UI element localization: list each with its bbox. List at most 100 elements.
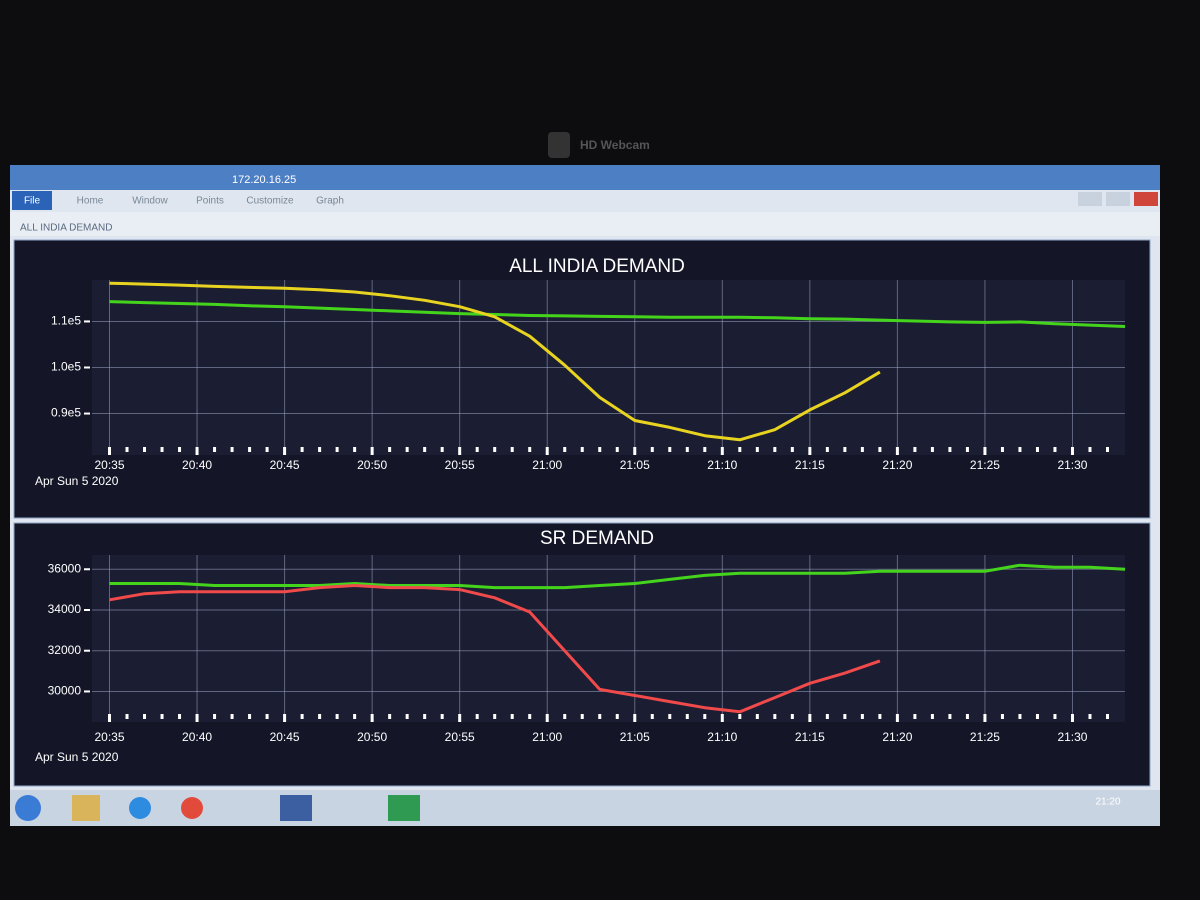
y-tick-label: 30000 — [48, 684, 82, 698]
minor-tick — [1035, 447, 1039, 452]
minor-tick — [738, 447, 742, 452]
x-tick-label: 21:20 — [882, 458, 912, 472]
minor-tick — [1070, 447, 1074, 455]
taskbar-icon[interactable] — [388, 795, 420, 821]
minor-tick — [580, 714, 584, 719]
minor-tick — [1000, 447, 1004, 452]
webcam-icon — [548, 132, 570, 158]
minor-tick — [528, 447, 532, 452]
minor-tick — [580, 447, 584, 452]
x-tick-label: 20:55 — [445, 458, 475, 472]
minor-tick — [300, 714, 304, 719]
minor-tick — [1018, 714, 1022, 719]
x-tick-label: 20:45 — [270, 458, 300, 472]
minor-tick — [440, 714, 444, 719]
x-tick-label: 21:00 — [532, 458, 562, 472]
y-tick-label: 34000 — [48, 602, 82, 616]
minor-tick — [843, 447, 847, 452]
minimize-button[interactable] — [1078, 192, 1102, 206]
taskbar-icon[interactable] — [129, 797, 151, 819]
tab-label[interactable]: ALL INDIA DEMAND — [20, 223, 112, 234]
minor-tick — [878, 714, 882, 719]
tab-strip — [10, 212, 1160, 236]
minor-tick — [720, 714, 724, 722]
minor-tick — [790, 447, 794, 452]
minor-tick — [598, 447, 602, 452]
minor-tick — [388, 447, 392, 452]
minor-tick — [633, 447, 637, 455]
minor-tick — [178, 447, 182, 452]
minor-tick — [388, 714, 392, 719]
x-tick-label: 21:05 — [620, 730, 650, 744]
y-tick-label: 1.1e5 — [51, 314, 81, 328]
minor-tick — [650, 447, 654, 452]
y-tick-label: 32000 — [48, 643, 82, 657]
x-tick-label: 21:30 — [1057, 458, 1087, 472]
x-tick-label: 21:15 — [795, 458, 825, 472]
webcam-label: HD Webcam — [580, 138, 650, 152]
menu-item[interactable]: Points — [196, 196, 224, 207]
minor-tick — [300, 447, 304, 452]
minor-tick — [1070, 714, 1074, 722]
minor-tick — [265, 714, 269, 719]
minor-tick — [213, 447, 217, 452]
minor-tick — [108, 714, 112, 722]
minor-tick — [703, 714, 707, 719]
minor-tick — [160, 714, 164, 719]
minor-tick — [125, 447, 129, 452]
menu-item[interactable]: Window — [132, 196, 168, 207]
minor-tick — [195, 714, 199, 722]
minor-tick — [230, 714, 234, 719]
minor-tick — [1088, 447, 1092, 452]
x-tick-label: 20:35 — [94, 730, 124, 744]
minor-tick — [143, 714, 147, 719]
minor-tick — [248, 714, 252, 719]
series-line — [109, 563, 1126, 590]
minor-tick — [615, 447, 619, 452]
minor-tick — [720, 447, 724, 455]
minor-tick — [843, 714, 847, 719]
x-tick-label: 21:25 — [970, 730, 1000, 744]
menu-item[interactable]: Graph — [316, 196, 344, 207]
minor-tick — [475, 714, 479, 719]
taskbar-icon[interactable] — [280, 795, 312, 821]
x-tick-label: 21:05 — [620, 458, 650, 472]
minor-tick — [283, 447, 287, 455]
minor-tick — [1105, 447, 1109, 452]
minor-tick — [563, 447, 567, 452]
minor-tick — [493, 714, 497, 719]
minor-tick — [283, 714, 287, 722]
minor-tick — [825, 447, 829, 452]
minor-tick — [895, 447, 899, 455]
y-tick-label: 1.0e5 — [51, 360, 81, 374]
close-button[interactable] — [1134, 192, 1158, 206]
minor-tick — [545, 447, 549, 455]
minor-tick — [493, 447, 497, 452]
taskbar-time: 21:20 — [1095, 797, 1120, 808]
start-button[interactable] — [15, 795, 41, 821]
minor-tick — [213, 714, 217, 719]
maximize-button[interactable] — [1106, 192, 1130, 206]
x-tick-label: 20:40 — [182, 458, 212, 472]
minor-tick — [825, 714, 829, 719]
minor-tick — [335, 447, 339, 452]
taskbar-icon[interactable] — [181, 797, 203, 819]
minor-tick — [230, 447, 234, 452]
minor-tick — [1035, 714, 1039, 719]
minor-tick — [633, 714, 637, 722]
series-line — [109, 584, 881, 714]
menu-item[interactable]: Customize — [246, 196, 294, 207]
minor-tick — [860, 714, 864, 719]
y-tick-label: 0.9e5 — [51, 406, 81, 420]
minor-tick — [353, 714, 357, 719]
minor-tick — [755, 714, 759, 719]
x-tick-label: 20:50 — [357, 730, 387, 744]
minor-tick — [1053, 714, 1057, 719]
menu-item[interactable]: File — [24, 196, 41, 207]
x-tick-label: 21:00 — [532, 730, 562, 744]
minor-tick — [125, 714, 129, 719]
minor-tick — [318, 714, 322, 719]
menu-file-button[interactable] — [12, 191, 52, 210]
menu-item[interactable]: Home — [77, 196, 104, 207]
taskbar-icon[interactable] — [72, 795, 100, 821]
